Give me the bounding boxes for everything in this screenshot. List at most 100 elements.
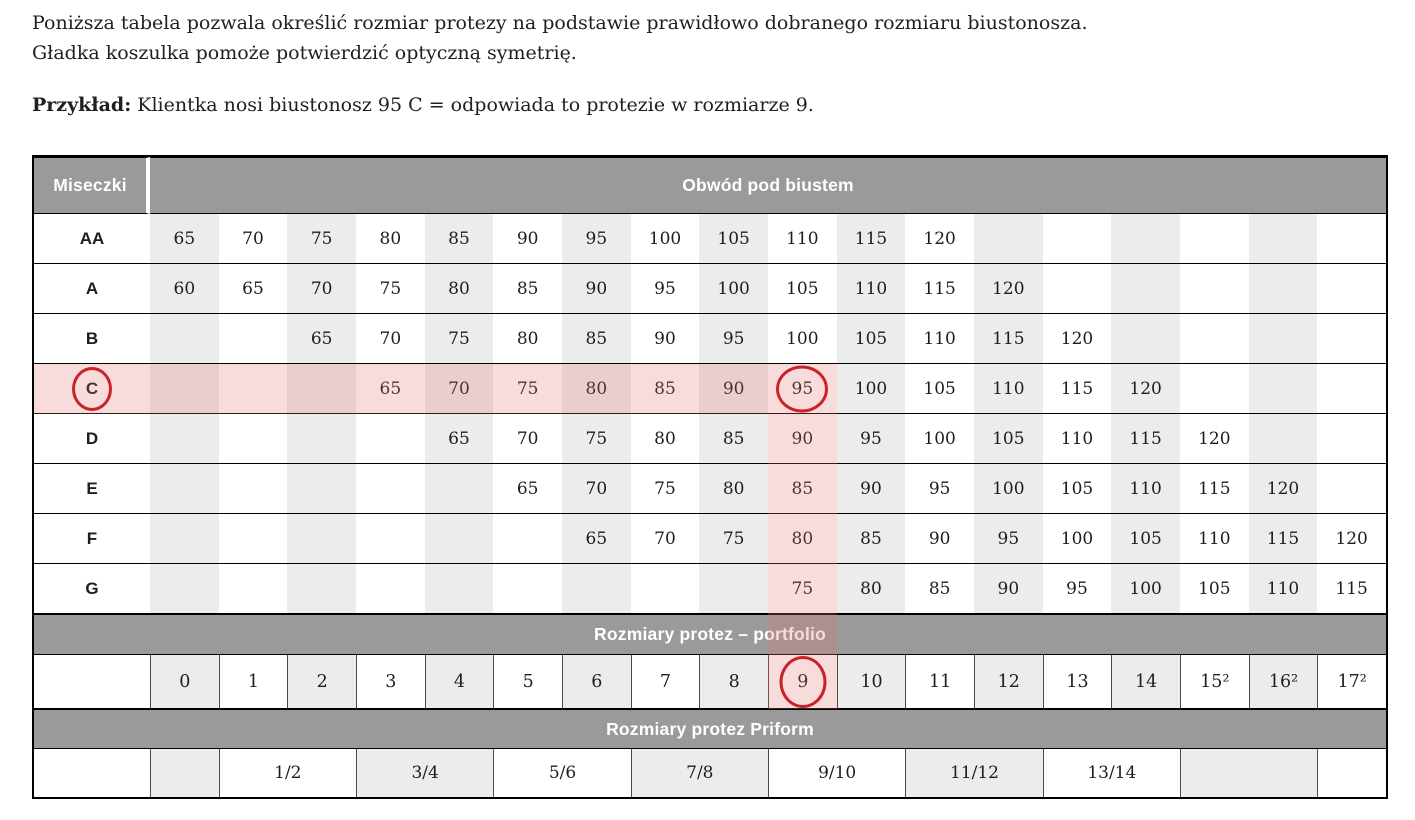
prosthesis-size-cell: 17² [1317,655,1386,709]
underbust-value-cell: 120 [1111,364,1180,414]
underbust-value-cell: 100 [973,464,1043,514]
underbust-value-cell [150,564,219,614]
underbust-value-cell: 70 [355,314,425,364]
prosthesis-size-cell: 2 [287,655,356,709]
underbust-value-cell: 100 [1042,514,1112,564]
priform-size-cell: 13/14 [1042,749,1180,797]
cup-label-cell: C [34,364,150,414]
underbust-value-cell: 70 [493,414,562,464]
underbust-value-cell: 110 [973,364,1043,414]
underbust-value-cell: 85 [493,264,562,314]
intro-line-1: Poniższa tabela pozwala określić rozmiar… [32,12,1088,34]
prosthesis-size-cell: 1 [218,655,288,709]
underbust-value-cell: 95 [699,314,768,364]
underbust-value-cell: 90 [905,514,974,564]
size-table: Miseczki Obwód pod biustem AA 65 70 75 80 85 90 9… [32,155,1388,799]
underbust-value-cell [1317,314,1386,364]
underbust-value-cell [218,564,288,614]
underbust-value-cell: 100 [630,214,700,264]
underbust-value-cell [218,514,288,564]
underbust-value-cell: 95 [767,364,837,414]
prosthesis-size-cell: 13 [1042,655,1112,709]
underbust-value-cell: 75 [630,464,700,514]
underbust-header-cell: Obwód pod biustem [150,157,1386,214]
underbust-value-cell: 115 [1248,514,1318,564]
underbust-value-cell [1042,264,1112,314]
underbust-value-cell: 75 [767,564,837,614]
underbust-value-cell: 120 [973,264,1043,314]
underbust-value-cell: 65 [424,414,494,464]
prosthesis-size-cell: 8 [699,655,768,709]
cup-label-cell: AA [34,214,150,264]
underbust-value-cell: 75 [699,514,768,564]
underbust-value-cell: 85 [424,214,494,264]
underbust-value-cell: 90 [767,414,837,464]
underbust-value-cell: 70 [630,514,700,564]
underbust-value-cell: 115 [836,214,906,264]
underbust-value-cell: 110 [836,264,906,314]
underbust-value-cell: 105 [699,214,768,264]
prosthesis-size-cell: 15² [1179,655,1249,709]
underbust-value-cell: 80 [836,564,906,614]
underbust-value-cell: 120 [1248,464,1318,514]
prosthesis-size-cell: 0 [150,655,219,709]
underbust-value-cell: 100 [699,264,768,314]
priform-size-cell [1179,749,1318,797]
underbust-value-cell [1042,214,1112,264]
underbust-value-cell: 95 [836,414,906,464]
priform-size-cell [1317,749,1386,797]
underbust-value-cell: 105 [905,364,974,414]
underbust-value-cell: 120 [1179,414,1249,464]
cup-label-cell: F [34,514,150,564]
cup-label-cell: A [34,264,150,314]
priform-size-cell: 3/4 [355,749,494,797]
underbust-value-cell: 120 [1042,314,1112,364]
underbust-value-cell: 60 [150,264,219,314]
underbust-value-cell: 95 [561,214,631,264]
underbust-value-cell [355,514,425,564]
underbust-value-cell: 115 [1179,464,1249,514]
example-line: Przykład: Klientka nosi biustonosz 95 C … [32,90,1384,120]
underbust-value-cell: 80 [699,464,768,514]
underbust-value-cell [287,414,356,464]
underbust-value-cell [287,514,356,564]
underbust-value-cell [1111,314,1180,364]
underbust-value-cell: 75 [424,314,494,364]
underbust-value-cell: 65 [287,314,356,364]
underbust-value-cell: 105 [836,314,906,364]
priform-size-cell: 1/2 [218,749,356,797]
circled-size-marker [779,655,827,708]
prosthesis-size-cell: 3 [355,655,425,709]
underbust-value-cell: 80 [493,314,562,364]
underbust-value-cell [218,464,288,514]
underbust-value-cell: 75 [561,414,631,464]
underbust-value-cell: 90 [630,314,700,364]
underbust-value-cell: 95 [973,514,1043,564]
underbust-value-cell: 110 [1111,464,1180,514]
underbust-value-cell [561,564,631,614]
underbust-value-cell: 105 [1179,564,1249,614]
underbust-value-cell: 85 [699,414,768,464]
underbust-value-cell [1317,214,1386,264]
prosthesis-size-cell: 12 [973,655,1043,709]
underbust-value-cell: 120 [1317,514,1386,564]
underbust-value-cell [150,464,219,514]
underbust-value-cell: 80 [355,214,425,264]
underbust-value-cell: 100 [767,314,837,364]
underbust-value-cell: 75 [287,214,356,264]
underbust-value-cell [1317,414,1386,464]
underbust-value-cell: 100 [905,414,974,464]
underbust-value-cell: 65 [561,514,631,564]
underbust-value-cell [355,564,425,614]
example-text: Klientka nosi biustonosz 95 C = odpowiad… [131,94,814,116]
underbust-value-cell [150,514,219,564]
underbust-value-cell [287,464,356,514]
underbust-value-cell: 115 [1042,364,1112,414]
underbust-value-cell: 105 [973,414,1043,464]
cup-label-cell: B [34,314,150,364]
underbust-value-cell: 75 [493,364,562,414]
underbust-value-cell: 70 [287,264,356,314]
intro-line-2: Gładka koszulka pomoże potwierdzić optyc… [32,42,577,64]
prosthesis-size-cell: 14 [1111,655,1180,709]
underbust-value-cell: 110 [905,314,974,364]
